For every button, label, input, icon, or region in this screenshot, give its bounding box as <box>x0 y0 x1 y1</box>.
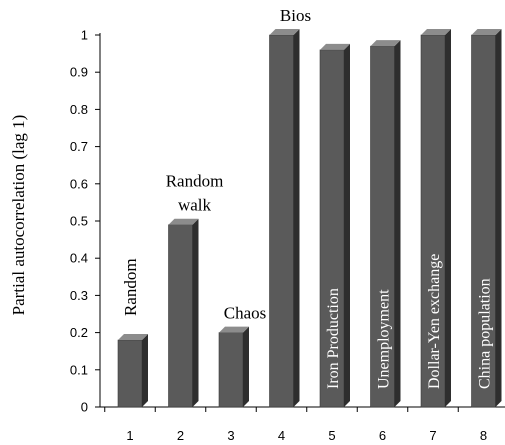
bar-side <box>243 326 249 407</box>
axis-layer: 0 0.1 0.2 0.3 0.4 0.5 0.6 0.7 0.8 0.9 1 1 2 3 4 5 6 7 8 <box>70 28 505 443</box>
bar-label: China population <box>477 278 494 389</box>
x-tick-label: 2 <box>177 428 184 443</box>
bar-top <box>471 29 502 35</box>
x-tick-label: 7 <box>429 428 436 443</box>
y-tick-label: 0.5 <box>70 214 88 229</box>
y-tick-label: 0.2 <box>70 325 88 340</box>
y-tick-label: 0.8 <box>70 102 88 117</box>
y-tick-label: 0.4 <box>70 251 88 266</box>
x-tick-label: 5 <box>328 428 335 443</box>
bar-side <box>344 43 350 407</box>
x-tick-label: 4 <box>278 428 285 443</box>
bar-side <box>142 334 148 407</box>
y-tick-label: 1 <box>81 28 88 43</box>
bar-top <box>320 43 350 50</box>
y-axis-title: Partial autocorrelation (lag 1) <box>9 115 28 316</box>
bar-label: Unemployment <box>376 289 393 389</box>
bar <box>168 218 199 408</box>
bar <box>370 40 401 408</box>
bar-front <box>218 332 244 408</box>
bar <box>319 43 350 408</box>
x-tick-label: 1 <box>126 428 133 443</box>
y-tick-label: 0.6 <box>70 176 88 191</box>
bar-label: Iron Production <box>325 288 342 389</box>
bar-top <box>118 334 148 341</box>
bar <box>269 29 300 408</box>
y-tick-label: 0.3 <box>70 288 88 303</box>
bar-top <box>370 40 401 47</box>
bar-front <box>370 45 395 408</box>
bar-label: Bios <box>280 6 311 25</box>
bar-top <box>219 326 249 333</box>
bar-side <box>192 218 199 407</box>
bar-top <box>421 29 451 35</box>
y-tick-label: 0.7 <box>70 139 88 154</box>
x-tick-label: 8 <box>480 428 487 443</box>
bar-side <box>495 29 502 407</box>
bar-side <box>293 29 300 407</box>
bar-label: Chaos <box>224 304 267 323</box>
bar-top <box>269 29 300 35</box>
bar-label: Random <box>121 258 140 316</box>
bar-front <box>269 34 294 408</box>
bar-labels-layer: Random Random walk Chaos Bios Iron Production… <box>121 6 494 389</box>
bar <box>420 29 451 408</box>
bar <box>218 326 249 408</box>
bar-front <box>117 339 143 408</box>
bar-label: Random <box>166 172 224 191</box>
bar-top <box>168 218 199 225</box>
y-tick-label: 0.9 <box>70 65 88 80</box>
y-tick-label: 0.1 <box>70 362 88 377</box>
x-tick-label: 3 <box>227 428 234 443</box>
bar-front <box>168 224 193 408</box>
bars-layer <box>117 29 502 408</box>
y-tick-label: 0 <box>81 400 88 415</box>
bar <box>117 334 148 408</box>
bar-side <box>445 29 451 407</box>
bar <box>471 29 502 408</box>
bar-side <box>394 40 401 407</box>
bar-label: walk <box>178 196 212 215</box>
bar-label: Dollar-Yen exchange <box>426 254 443 389</box>
x-tick-label: 6 <box>379 428 386 443</box>
